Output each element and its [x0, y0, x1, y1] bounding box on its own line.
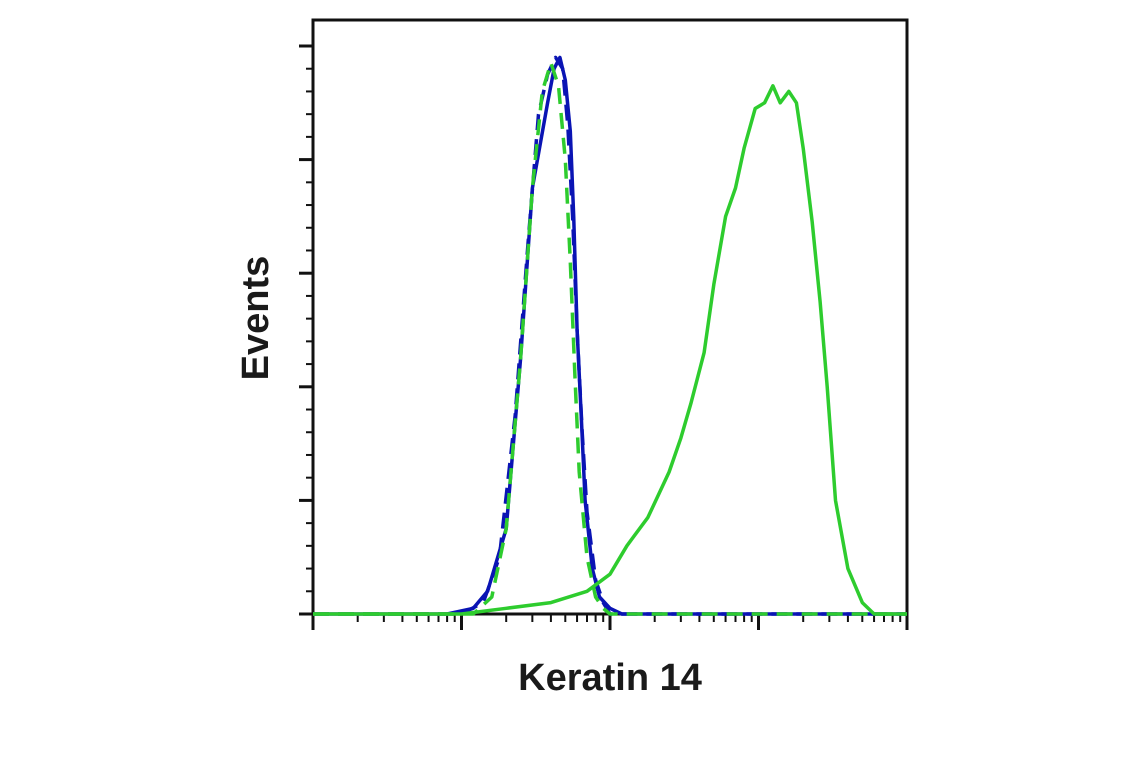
series-line-1	[313, 55, 907, 616]
x-axis-title: Keratin 14	[518, 657, 702, 699]
y-axis-ticks	[299, 44, 313, 616]
series-line-3	[313, 61, 907, 616]
plot-frame	[311, 18, 909, 616]
series-line-4	[313, 84, 907, 616]
series-line-2	[313, 55, 907, 616]
series-layer	[313, 55, 907, 616]
y-axis-title: Events	[235, 256, 277, 381]
x-axis-ticks	[311, 614, 909, 630]
